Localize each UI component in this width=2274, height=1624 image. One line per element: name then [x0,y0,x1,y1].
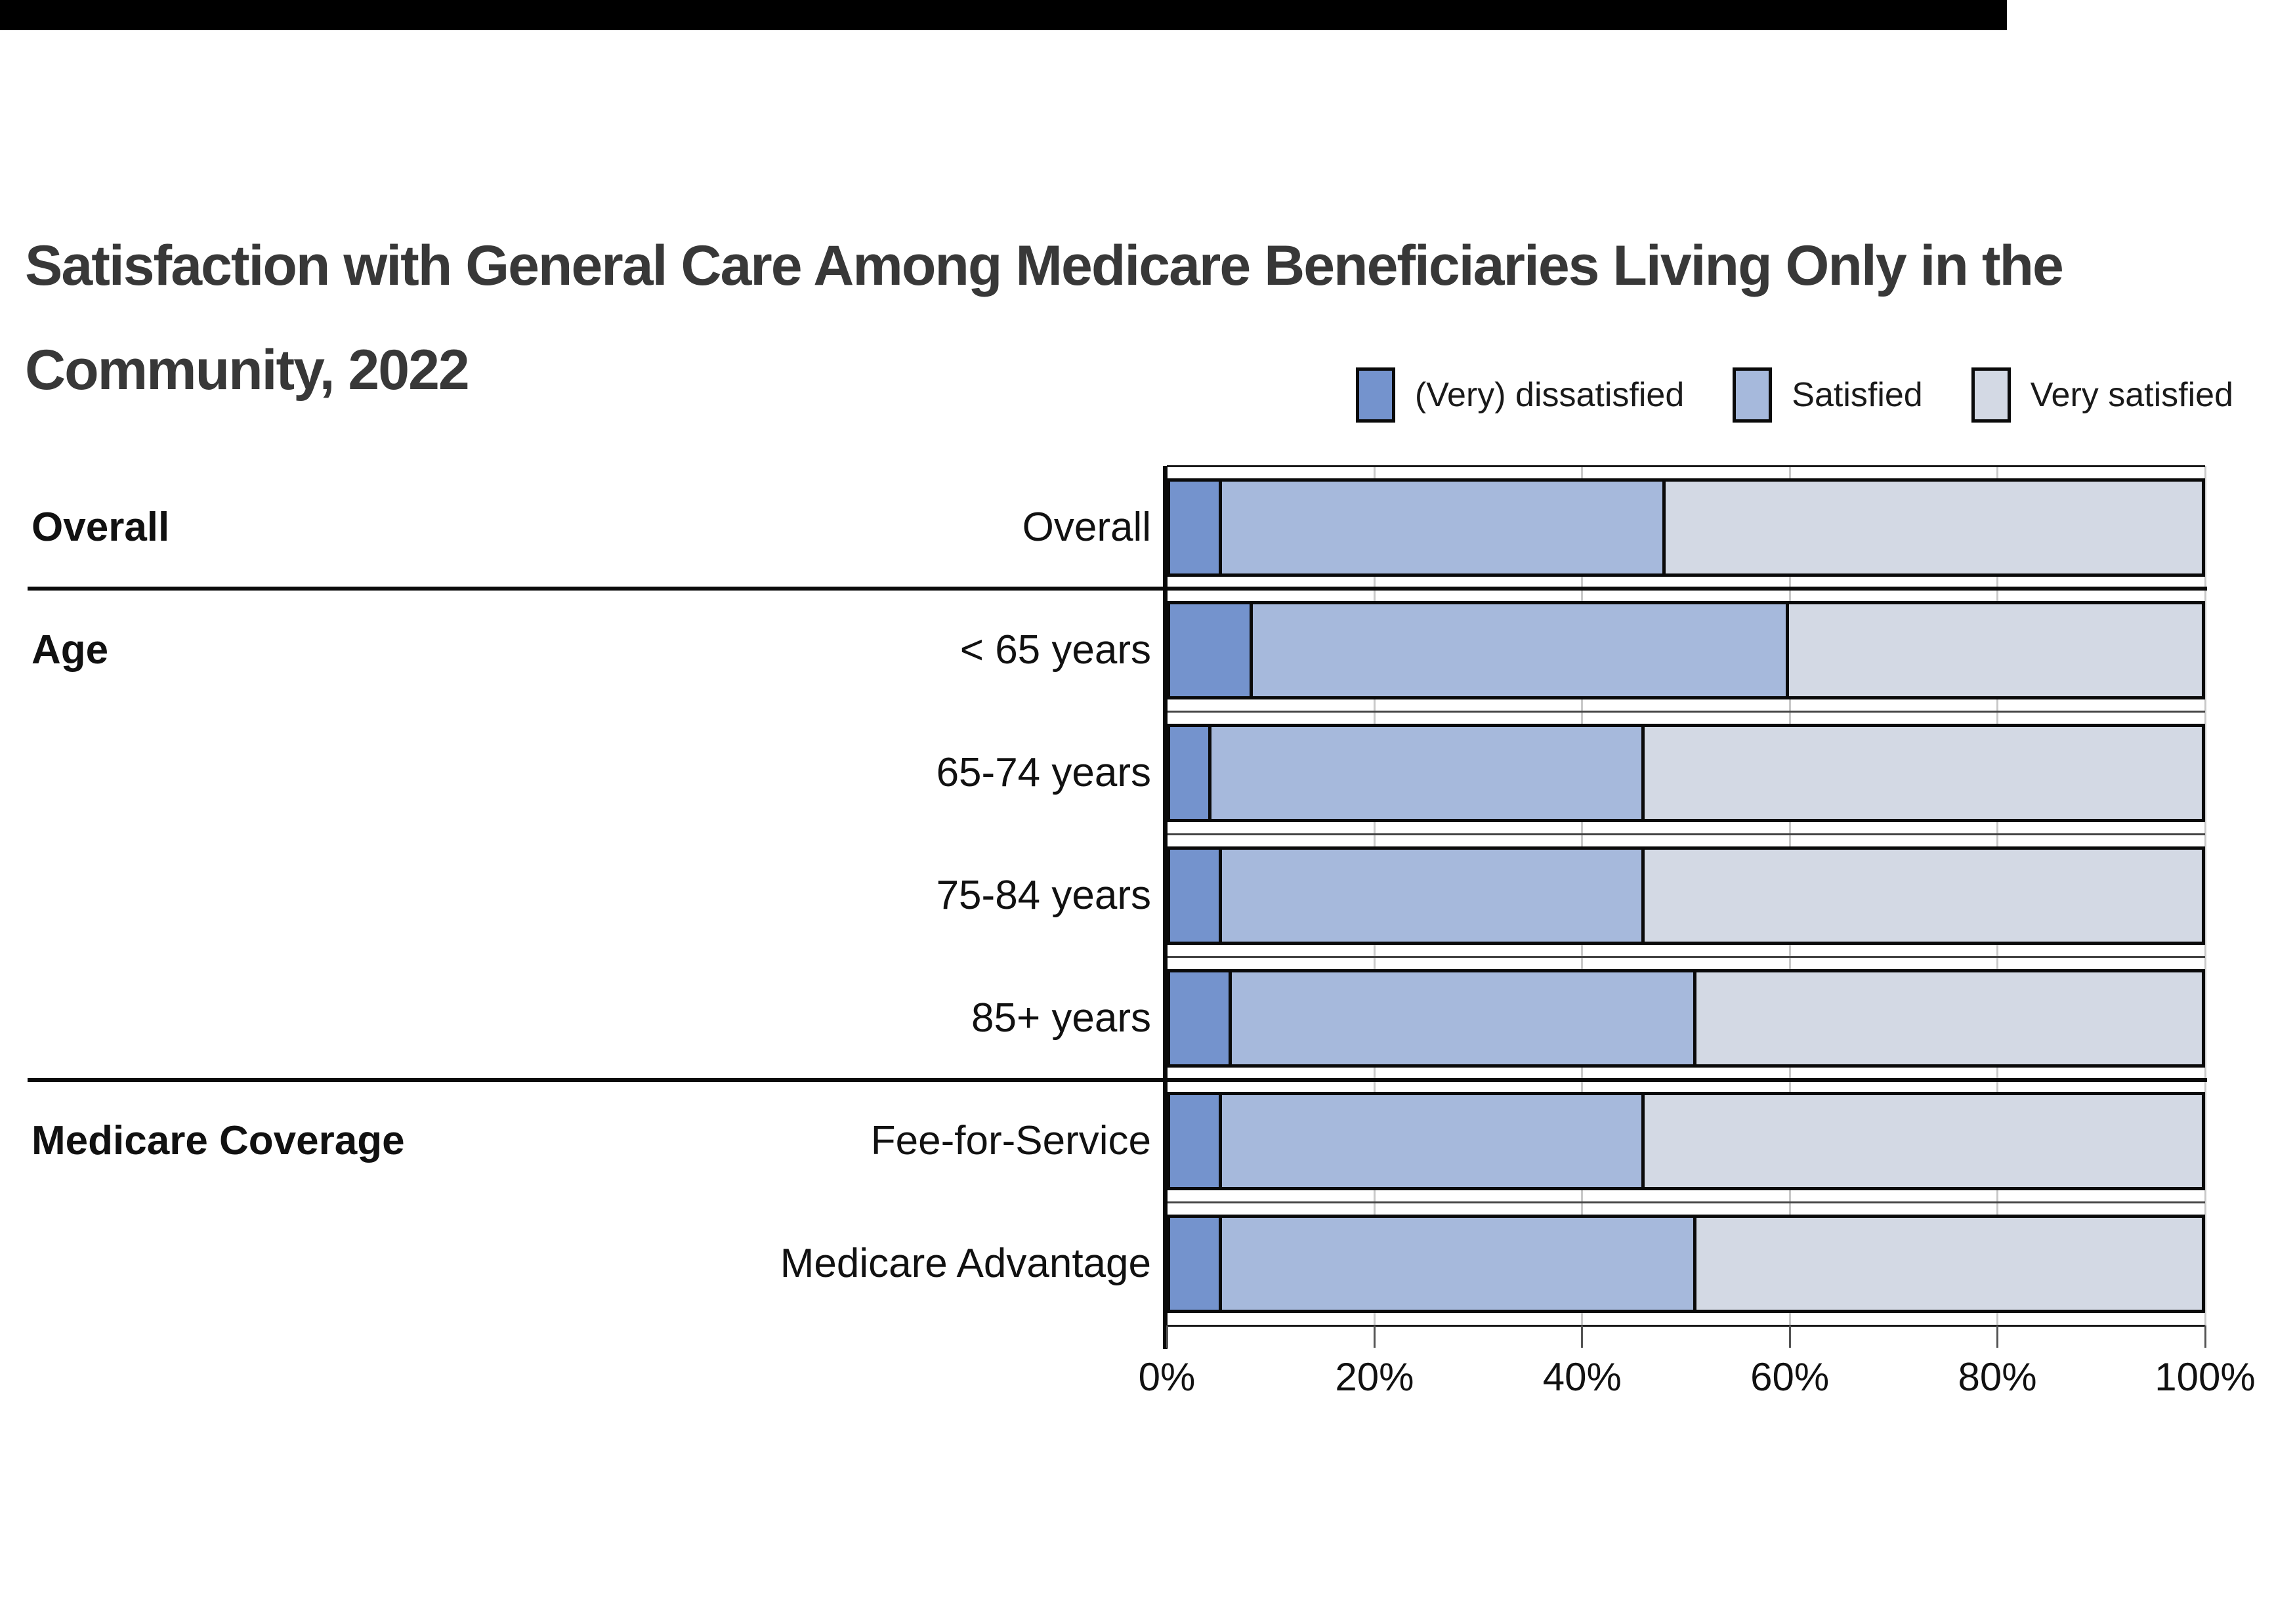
bar-segment--very-dissatisfied [1170,1095,1222,1188]
row-label: < 65 years [959,627,1151,673]
legend-swatch-icon [1733,367,1773,423]
stacked-bar [1167,723,2205,822]
stacked-bar [1167,1092,2205,1191]
bar-segment-very-satisfied [1665,481,2202,573]
stacked-bar [1167,969,2205,1068]
row-boundary-line [1167,956,2205,959]
x-axis-tick-label: 80% [1958,1355,2037,1399]
legend-swatch-icon [1971,367,2011,423]
x-axis-tick-label: 20% [1335,1355,1414,1399]
row-label: 75-84 years [936,873,1151,918]
bar-segment--very-dissatisfied [1170,726,1211,819]
legend-swatch-icon [1355,367,1395,423]
top-black-bar [0,0,2007,30]
bar-segment-satisfied [1252,604,1790,696]
bar-segment-satisfied [1221,1218,1696,1310]
bar-segment-satisfied [1232,972,1696,1065]
stacked-bar [1167,1215,2205,1314]
x-axis-tick-label: 0% [1138,1355,1196,1399]
row-label: Fee-for-Service [870,1118,1151,1164]
x-axis-tick [1166,1325,1168,1348]
bar-segment--very-dissatisfied [1170,972,1232,1065]
group-separator-line [28,1077,2207,1082]
row-boundary-line [1167,1201,2205,1204]
legend-item: (Very) dissatisfied [1355,367,1685,423]
bar-segment-very-satisfied [1645,1095,2202,1188]
x-axis-tick [1581,1325,1584,1348]
bar-segment-satisfied [1211,726,1645,819]
bar-segment-satisfied [1221,481,1666,573]
x-axis-tick [1373,1325,1376,1348]
group-label: Age [32,627,109,673]
row-boundary-line [1167,710,2205,713]
bar-segment--very-dissatisfied [1170,481,1222,573]
stacked-bar [1167,846,2205,945]
legend-item: Satisfied [1733,367,1923,423]
bar-segment-very-satisfied [1645,726,2202,819]
x-axis-tick-label: 60% [1750,1355,1830,1399]
bar-segment--very-dissatisfied [1170,850,1222,942]
bar-segment--very-dissatisfied [1170,604,1253,696]
row-boundary-line [1167,1324,2205,1327]
group-label: Overall [32,504,170,550]
legend-label: (Very) dissatisfied [1414,376,1685,414]
group-label: Medicare Coverage [32,1118,405,1164]
legend: (Very) dissatisfied Satisfied Very satisfi… [1355,362,2233,428]
x-axis-tick-label: 100% [2155,1355,2256,1399]
y-axis-line [1163,466,1168,1349]
group-separator-line [28,587,2207,591]
stacked-bar [1167,600,2205,699]
bar-segment-satisfied [1221,850,1645,942]
gridline-100 [2204,466,2206,1325]
chart-title: Satisfaction with General Care Among Med… [25,234,2064,402]
legend-label: Very satisfied [2030,376,2233,414]
x-axis-tick [1788,1325,1791,1348]
bar-segment-satisfied [1221,1095,1645,1188]
row-label: Medicare Advantage [780,1241,1151,1287]
row-label: 85+ years [971,995,1151,1041]
x-axis-tick [1996,1325,1999,1348]
row-boundary-line [1167,465,2205,467]
x-axis-tick [2204,1325,2206,1348]
bar-segment--very-dissatisfied [1170,1218,1222,1310]
legend-label: Satisfied [1792,376,1923,414]
row-label: 65-74 years [936,749,1151,795]
legend-item: Very satisfied [1971,367,2233,423]
bar-segment-very-satisfied [1696,972,2202,1065]
bar-segment-very-satisfied [1645,850,2202,942]
row-label: Overall [1022,504,1151,550]
row-boundary-line [1167,833,2205,835]
bar-segment-very-satisfied [1696,1218,2202,1310]
stacked-bar [1167,478,2205,577]
x-axis-tick-label: 40% [1542,1355,1622,1399]
bar-segment-very-satisfied [1789,604,2202,696]
